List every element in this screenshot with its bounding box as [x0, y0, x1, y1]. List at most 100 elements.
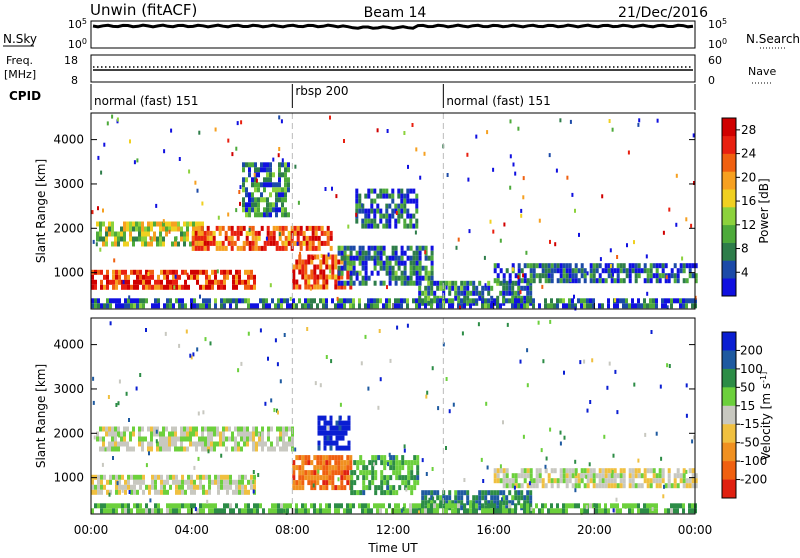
echo-cell	[235, 298, 238, 304]
echo-cell	[91, 284, 94, 290]
scatter-cell	[431, 467, 434, 471]
scatter-cell	[566, 175, 569, 180]
echo-cell	[235, 479, 238, 485]
echo-cell	[255, 431, 258, 437]
echo-cell	[523, 508, 526, 514]
echo-cell	[292, 470, 296, 476]
scatter-cell	[675, 222, 678, 227]
echo-cell	[424, 298, 427, 304]
echo-cell	[469, 298, 472, 304]
echo-cell	[319, 475, 323, 481]
echo-cell	[367, 250, 371, 256]
scatter-cell	[541, 284, 544, 289]
echo-cell	[127, 503, 130, 509]
echo-cell	[320, 225, 324, 231]
echo-cell	[385, 260, 389, 266]
echo-cell	[181, 474, 184, 480]
scatter-cell	[540, 448, 543, 453]
echo-cell	[224, 230, 228, 236]
echo-cell	[691, 263, 695, 269]
echo-cell	[487, 503, 490, 509]
echo-cell	[499, 478, 503, 484]
echo-cell	[364, 303, 367, 309]
echo-cell	[202, 298, 205, 304]
echo-cell	[166, 489, 169, 495]
echo-cell	[220, 484, 223, 490]
echo-cell	[505, 483, 509, 489]
echo-cell	[344, 445, 348, 451]
echo-cell	[109, 508, 112, 514]
echo-cell	[325, 264, 329, 270]
echo-cell	[214, 269, 217, 275]
scatter-cell	[111, 114, 114, 119]
echo-cell	[162, 226, 165, 232]
echo-cell	[460, 505, 464, 511]
echo-cell	[175, 269, 178, 275]
scatter-cell	[445, 285, 448, 290]
echo-cell	[410, 460, 414, 466]
echo-cell	[667, 468, 671, 474]
echo-cell	[505, 473, 509, 479]
echo-cell	[427, 508, 430, 514]
echo-cell	[340, 270, 344, 276]
echo-cell	[364, 218, 368, 224]
echo-cell	[91, 274, 94, 280]
echo-cell	[127, 298, 130, 304]
echo-cell	[334, 508, 337, 514]
echo-cell	[679, 263, 683, 269]
echo-cell	[454, 500, 458, 506]
echo-cell	[248, 207, 251, 213]
echo-cell	[242, 240, 246, 246]
echo-cell	[499, 503, 502, 509]
echo-cell	[532, 268, 536, 274]
scatter-cell	[559, 441, 562, 446]
scatter-cell	[91, 210, 94, 215]
echo-cell	[97, 298, 100, 304]
echo-cell	[282, 446, 285, 452]
echo-cell	[667, 473, 671, 479]
echo-cell	[284, 225, 288, 231]
echo-cell	[685, 303, 688, 309]
scatter-cell	[248, 194, 251, 199]
echo-cell	[409, 275, 413, 281]
echo-cell	[622, 268, 626, 274]
echo-cell	[343, 245, 347, 251]
echo-cell	[532, 298, 535, 304]
echo-cell	[319, 455, 323, 461]
echo-cell	[314, 225, 318, 231]
echo-cell	[112, 298, 115, 304]
echo-cell	[298, 264, 302, 270]
echo-cell	[329, 435, 333, 441]
echo-cell	[598, 263, 602, 269]
echo-cell	[221, 225, 225, 231]
echo-cell	[323, 425, 327, 431]
echo-cell	[382, 265, 386, 271]
echo-cell	[281, 230, 285, 236]
echo-cell	[144, 236, 147, 242]
echo-cell	[151, 484, 154, 490]
echo-cell	[329, 245, 333, 251]
echo-cell	[205, 303, 208, 309]
echo-cell	[332, 440, 336, 446]
echo-cell	[436, 285, 440, 291]
echo-cell	[320, 240, 324, 246]
echo-cell	[343, 303, 346, 309]
echo-cell	[532, 273, 536, 279]
echo-cell	[403, 298, 406, 304]
echo-cell	[634, 503, 637, 509]
echo-cell	[373, 265, 377, 271]
echo-cell	[328, 475, 332, 481]
echo-cell	[272, 235, 276, 241]
echo-cell	[103, 474, 106, 480]
echo-cell	[349, 503, 352, 509]
echo-cell	[574, 273, 578, 279]
echo-cell	[235, 279, 238, 285]
echo-cell	[415, 218, 419, 224]
echo-cell	[346, 460, 350, 466]
echo-cell	[157, 298, 160, 304]
echo-cell	[523, 273, 527, 279]
echo-cell	[99, 221, 102, 227]
echo-cell	[532, 303, 535, 309]
echo-cell	[334, 279, 338, 285]
echo-cell	[598, 473, 602, 479]
